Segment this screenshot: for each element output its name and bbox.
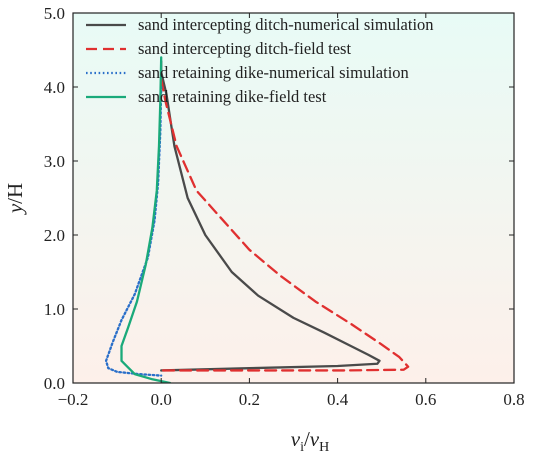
- y-tick-label: 4.0: [44, 78, 65, 97]
- series-layer: [104, 56, 410, 383]
- y-tick-label: 2.0: [44, 226, 65, 245]
- x-axis-label-denom: v: [310, 427, 320, 451]
- y-tick-label: 5.0: [44, 4, 65, 23]
- y-tick-labels: 0.0 1.0 2.0 3.0 4.0 5.0: [44, 4, 65, 393]
- series-line-2: [160, 78, 410, 372]
- y-tick-label: 1.0: [44, 300, 65, 319]
- y-axis-label-rest: /H: [3, 183, 27, 204]
- legend-label-2: sand intercepting ditch-field test: [138, 39, 351, 58]
- x-axis-label-sep: /: [304, 427, 310, 451]
- x-tick-label: 0.6: [415, 390, 436, 409]
- plot-frame: [72, 12, 515, 384]
- legend-label-3: sand retaining dike-numerical simulation: [138, 63, 409, 82]
- plot-area-background: [73, 13, 514, 383]
- y-axis-label: y/H: [3, 183, 27, 215]
- x-tick-labels: −0.2 0.0 0.2 0.4 0.6 0.8: [58, 390, 525, 409]
- y-axis-label-var: y: [3, 203, 27, 215]
- y-tick-label: 3.0: [44, 152, 65, 171]
- series-line-4: [120, 56, 172, 383]
- legend-label-4: sand retaining dike-field test: [138, 87, 327, 106]
- x-tick-label: 0.8: [503, 390, 524, 409]
- x-tick-label: −0.2: [58, 390, 89, 409]
- x-tick-label: 0.0: [151, 390, 172, 409]
- legend-label-1: sand intercepting ditch-numerical simula…: [138, 15, 434, 34]
- y-tick-label: 0.0: [44, 374, 65, 393]
- x-axis-label: vi/vH: [291, 427, 330, 455]
- x-axis-label-denom-sub: H: [319, 440, 329, 455]
- x-axis-label-base: v: [291, 427, 301, 451]
- legend: sand intercepting ditch-numerical simula…: [86, 15, 434, 106]
- axis-ticks: [72, 12, 515, 384]
- x-axis-label-base-sub: i: [300, 440, 304, 455]
- x-tick-label: 0.2: [239, 390, 260, 409]
- x-tick-label: 0.4: [327, 390, 349, 409]
